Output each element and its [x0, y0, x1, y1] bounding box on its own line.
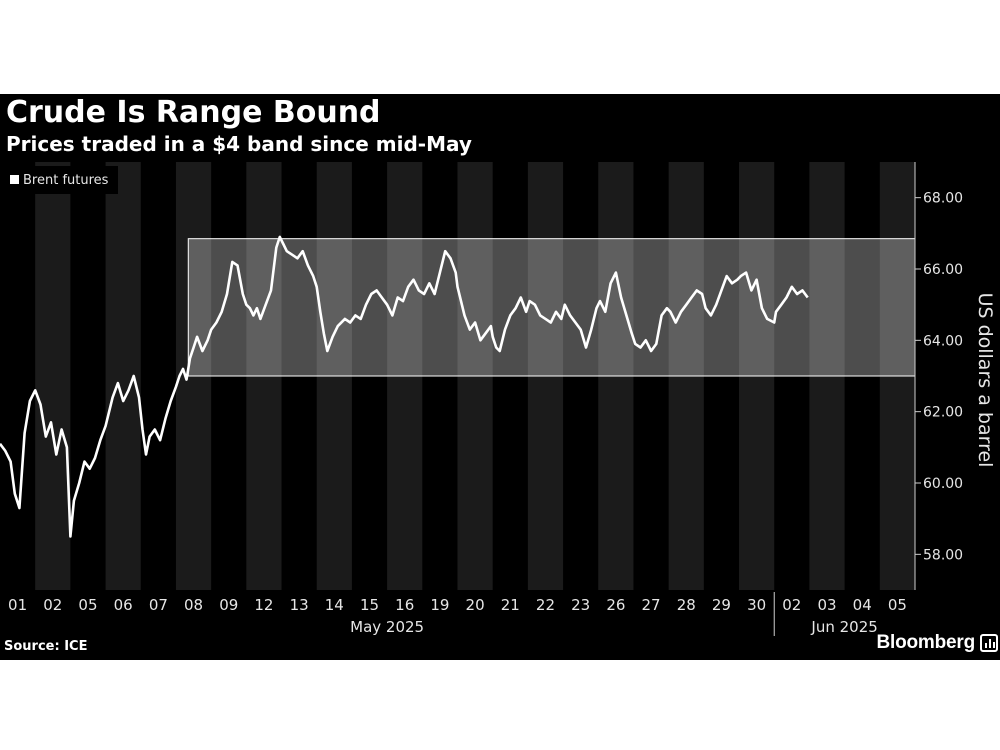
y-tick-label: 58.00: [923, 547, 963, 563]
x-tick-label: 02: [43, 596, 62, 614]
x-tick-label: 08: [184, 596, 203, 614]
x-month-label: May 2025: [350, 618, 424, 636]
chart-title: Crude Is Range Bound: [6, 95, 381, 130]
y-tick-label: 62.00: [923, 405, 963, 421]
x-tick-label: 09: [219, 596, 238, 614]
x-tick-label: 16: [395, 596, 414, 614]
x-tick-label: 02: [782, 596, 801, 614]
x-tick-label: 04: [853, 596, 872, 614]
x-tick-label: 20: [466, 596, 485, 614]
y-tick-label: 64.00: [923, 333, 963, 349]
x-tick-label: 30: [747, 596, 766, 614]
y-axis-label: US dollars a barrel: [974, 293, 996, 468]
x-tick-label: 19: [430, 596, 449, 614]
x-tick-label: 07: [149, 596, 168, 614]
logo-wordmark: Bloomberg: [876, 632, 976, 653]
y-tick-label: 60.00: [923, 476, 963, 492]
legend-swatch: [10, 175, 19, 184]
x-tick-label: 21: [501, 596, 520, 614]
brent-futures-line: [0, 235, 809, 538]
x-tick-label: 15: [360, 596, 379, 614]
logo-chart-icon: [980, 634, 998, 652]
x-tick-label: 12: [254, 596, 273, 614]
x-tick-label: 05: [78, 596, 97, 614]
x-tick-label: 03: [817, 596, 836, 614]
source-note: Source: ICE: [4, 639, 88, 654]
x-tick-label: 14: [325, 596, 344, 614]
y-tick-label: 68.00: [923, 191, 963, 207]
y-tick-label: 66.00: [923, 262, 963, 278]
legend-label: Brent futures: [23, 173, 109, 188]
x-tick-label: 06: [114, 596, 133, 614]
x-tick-label: 26: [606, 596, 625, 614]
chart-panel: Crude Is Range Bound Prices traded in a …: [0, 94, 1000, 660]
legend-box: [0, 166, 118, 194]
range-box: [187, 238, 916, 377]
x-tick-label: 13: [290, 596, 309, 614]
x-tick-label: 29: [712, 596, 731, 614]
x-tick-label: 28: [677, 596, 696, 614]
x-tick-label: 01: [8, 596, 27, 614]
day-band: [105, 162, 141, 590]
chart-subtitle: Prices traded in a $4 band since mid-May: [6, 132, 472, 156]
x-tick-label: 23: [571, 596, 590, 614]
x-tick-label: 27: [642, 596, 661, 614]
bloomberg-logo: Bloomberg: [877, 631, 998, 655]
x-month-label: Jun 2025: [810, 618, 877, 636]
x-tick-label: 05: [888, 596, 907, 614]
day-band: [35, 162, 71, 590]
line-chart: 58.00 60.00 62.00 64.00 66.00 68.00 US dollars…: [0, 162, 996, 636]
x-tick-label: 22: [536, 596, 555, 614]
